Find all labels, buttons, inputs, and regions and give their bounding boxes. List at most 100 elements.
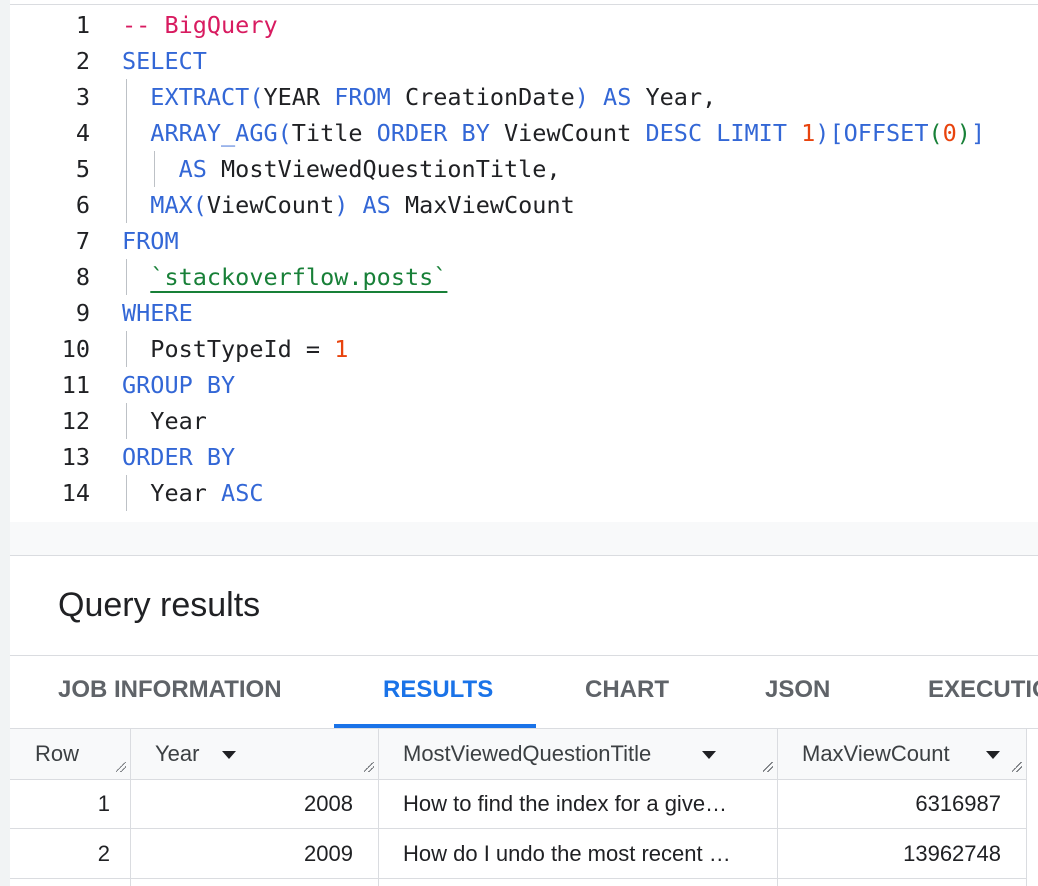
column-header[interactable]: MaxViewCount bbox=[802, 741, 950, 766]
table-cell: 13962748 bbox=[903, 841, 1001, 866]
code-token: ViewCount bbox=[489, 119, 646, 147]
sort-arrow[interactable] bbox=[222, 751, 236, 759]
tab[interactable]: JSON bbox=[765, 676, 831, 703]
resize-grip[interactable] bbox=[364, 762, 374, 772]
code-line: ARRAY_AGG(Title ORDER BY ViewCount DESC … bbox=[122, 115, 985, 151]
table-cell: How to find the index for a give… bbox=[403, 791, 728, 816]
line-number: 14 bbox=[61, 479, 90, 507]
code-token: Title bbox=[291, 119, 377, 147]
table-cell: 6316987 bbox=[915, 791, 1001, 816]
code-token: SELECT bbox=[122, 47, 207, 75]
code-line: AS MostViewedQuestionTitle, bbox=[122, 151, 561, 187]
code-token: DESC LIMIT bbox=[645, 119, 787, 147]
code-token bbox=[787, 119, 801, 147]
indent-guide bbox=[126, 79, 127, 115]
code-token: AS bbox=[122, 155, 207, 183]
code-line: `stackoverflow.posts` bbox=[122, 259, 447, 295]
code-token: EXTRACT( bbox=[122, 83, 264, 111]
code-line: WHERE bbox=[122, 295, 193, 331]
line-number: 13 bbox=[61, 443, 90, 471]
code-line: GROUP BY bbox=[122, 367, 235, 403]
column-border bbox=[378, 729, 379, 886]
code-token: WHERE bbox=[122, 299, 193, 327]
code-token: ) bbox=[956, 119, 971, 147]
indent-guide bbox=[126, 475, 127, 511]
table-cell: 2 bbox=[97, 841, 110, 866]
code-token: MaxViewCount bbox=[390, 191, 575, 219]
code-token: CreationDate bbox=[390, 83, 575, 111]
line-number: 10 bbox=[61, 335, 90, 363]
code-token: YEAR bbox=[263, 83, 335, 111]
editor-top-border bbox=[10, 4, 1038, 5]
sort-arrow[interactable] bbox=[986, 751, 1000, 759]
column-border bbox=[1026, 729, 1027, 886]
tabs-border bbox=[10, 728, 1038, 729]
column-border bbox=[777, 729, 778, 886]
line-number: 6 bbox=[75, 191, 90, 219]
line-number: 9 bbox=[75, 299, 90, 327]
indent-guide bbox=[154, 151, 156, 187]
column-header[interactable]: MostViewedQuestionTitle bbox=[403, 741, 652, 766]
divider bbox=[10, 655, 1038, 656]
resize-grip[interactable] bbox=[116, 762, 126, 772]
resize-grip[interactable] bbox=[1012, 762, 1022, 772]
code-token: ORDER BY bbox=[122, 443, 236, 471]
code-line: SELECT bbox=[122, 43, 207, 79]
table-header bbox=[10, 729, 1026, 779]
code-token: 1 bbox=[334, 335, 349, 363]
tab[interactable]: RESULTS bbox=[383, 676, 494, 703]
line-number: 11 bbox=[61, 371, 90, 399]
code-line: -- BigQuery bbox=[122, 7, 278, 43]
code-token: 1 bbox=[801, 119, 816, 147]
code-line: PostTypeId = 1 bbox=[122, 331, 348, 367]
column-header: Row bbox=[35, 741, 80, 766]
sort-arrow[interactable] bbox=[702, 751, 716, 759]
tab[interactable]: CHART bbox=[585, 676, 669, 703]
line-number: 2 bbox=[75, 47, 90, 75]
code-token: FROM bbox=[122, 227, 179, 255]
code-token: ) AS bbox=[334, 191, 391, 219]
code-token: Year bbox=[122, 407, 207, 435]
indent-guide bbox=[126, 403, 127, 439]
code-token: )[OFFSET bbox=[815, 119, 929, 147]
column-border bbox=[130, 729, 131, 886]
tab[interactable]: EXECUTION DETAILS bbox=[928, 676, 1038, 703]
table-cell: How do I undo the most recent … bbox=[403, 841, 731, 866]
code-line: MAX(ViewCount) AS MaxViewCount bbox=[122, 187, 575, 223]
code-line: FROM bbox=[122, 223, 179, 259]
row-border bbox=[10, 779, 1026, 780]
indent-guide bbox=[126, 259, 127, 295]
code-token: PostTypeId = bbox=[122, 335, 335, 363]
code-token: ) AS bbox=[574, 83, 632, 111]
code-token: Year bbox=[122, 479, 222, 507]
code-token: MAX( bbox=[122, 191, 207, 219]
indent-guide bbox=[126, 331, 127, 367]
side-strip bbox=[0, 0, 10, 886]
code-token: -- BigQuery bbox=[122, 11, 278, 39]
code-token: 0 bbox=[942, 119, 957, 147]
code-token: ] bbox=[970, 119, 986, 147]
indent-guide bbox=[126, 115, 127, 151]
table-cell: 2008 bbox=[304, 791, 353, 816]
tab[interactable]: JOB INFORMATION bbox=[58, 676, 282, 703]
column-header[interactable]: Year bbox=[155, 741, 200, 766]
code-line: Year ASC bbox=[122, 475, 264, 511]
line-number: 4 bbox=[75, 119, 90, 147]
line-number: 12 bbox=[61, 407, 90, 435]
code-token: GROUP BY bbox=[122, 371, 236, 399]
row-border bbox=[10, 828, 1026, 829]
tab-indicator bbox=[334, 724, 536, 728]
resize-grip[interactable] bbox=[763, 762, 773, 772]
code-token: ( bbox=[928, 119, 943, 147]
indent-guide bbox=[126, 151, 127, 187]
code-line: Year bbox=[122, 403, 207, 439]
line-number: 7 bbox=[75, 227, 90, 255]
line-number: 1 bbox=[75, 11, 90, 39]
code-token: Year, bbox=[631, 83, 717, 111]
code-token: ViewCount bbox=[206, 191, 335, 219]
code-token: ARRAY_AGG( bbox=[122, 119, 292, 147]
code-token: MostViewedQuestionTitle, bbox=[206, 155, 561, 183]
table-cell: 2009 bbox=[304, 841, 353, 866]
code-token: ASC bbox=[221, 479, 264, 507]
